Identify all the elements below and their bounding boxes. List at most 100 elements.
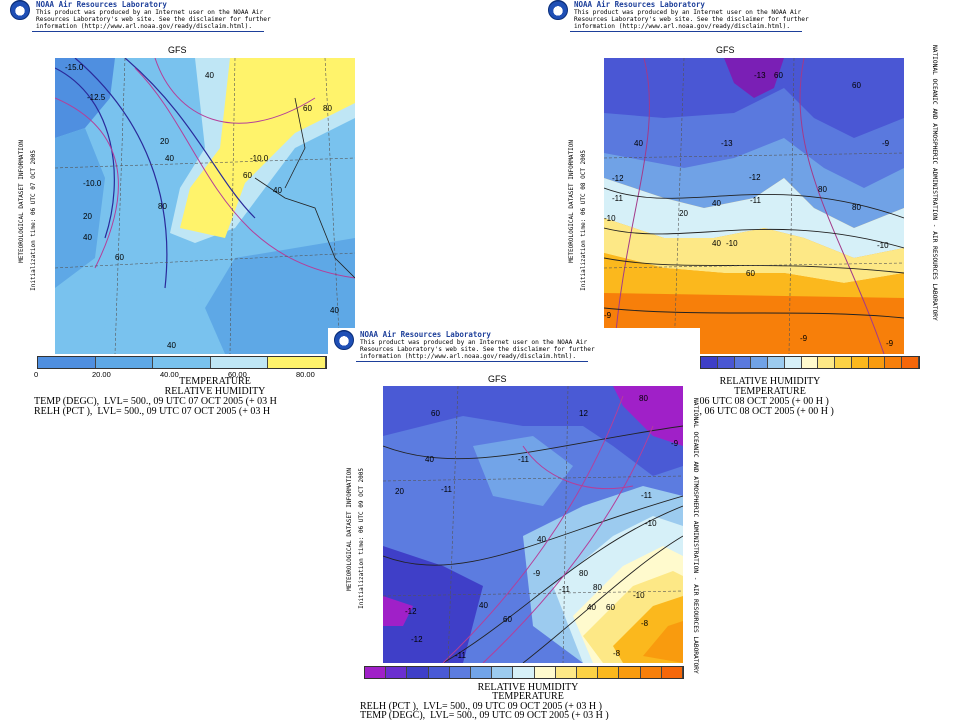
contour-label: 40 [165,154,174,163]
contour-label: -10 [645,519,657,528]
agency-label: NATIONAL OCEANIC AND ATMOSPHERIC ADMINIS… [692,398,699,674]
rh-temp-map: -13 60 40 -13 -12 -12 -11 -11 40 20 -10 … [604,58,904,354]
noaa-logo [10,0,30,20]
colorbar-swatch [801,357,819,368]
contour-label: 12 [579,409,588,418]
colorbar-swatch [868,357,886,368]
contour-label: -9 [882,139,890,148]
contour-label: -12 [749,173,761,182]
contour-label: -12.5 [87,93,106,102]
contour-label: -11 [518,455,530,464]
contour-label: -9 [671,439,679,448]
contour-label: -10.0 [250,154,269,163]
contour-label: -10.0 [83,179,102,188]
colorbar-swatch [365,667,387,678]
contour-label: -11 [750,196,762,205]
contour-label: -13 [721,139,733,148]
contour-label: 40 [425,455,434,464]
colorbar-tick: 0 [34,370,39,379]
colorbar-swatch [449,667,472,678]
contour-label: 20 [679,209,688,218]
contour-label: 80 [818,185,827,194]
header-line: Resources Laboratory's web site. See the… [36,16,271,24]
header-line: information (http://www.arl.noaa.gov/rea… [360,353,577,361]
contour-label: 40 [273,186,282,195]
contour-label: 40 [537,535,546,544]
contour-label: -10 [633,591,645,600]
rh-temp-map: -15.0 -12.5 -10.0 -10.0 20 40 60 80 40 6… [55,58,355,354]
colorbar-swatch [784,357,802,368]
dataset-info-label: METEOROLOGICAL DATASET INFORMATION [346,468,353,591]
contour-label: -11 [559,585,571,594]
colorbar-swatch [835,357,852,368]
colorbar-swatch [885,357,903,368]
contour-label: 60 [746,269,755,278]
header-block: NOAA Air Resources Laboratory This produ… [334,330,595,361]
agency-label: NATIONAL OCEANIC AND ATMOSPHERIC ADMINIS… [931,45,938,321]
header-line: This product was produced by an Internet… [574,9,802,16]
contour-label: -13 [754,71,766,80]
header-rule [570,31,802,32]
header-line: Resources Laboratory's web site. See the… [360,346,595,354]
header-block: NOAA Air Resources Laboratory This produ… [548,0,809,31]
legend-title: TEMPERATURE [179,376,251,387]
colorbar [700,356,920,369]
header-line: This product was produced by an Internet… [36,9,264,16]
contour-label: 60 [243,171,252,180]
model-label: GFS [168,45,187,55]
contour-label: -9 [800,334,808,343]
colorbar-swatch [701,357,718,368]
colorbar-swatch [598,667,620,678]
header-line: information (http://www.arl.noaa.gov/rea… [36,23,253,31]
contour-label: -10 [726,239,738,248]
contour-label: -9 [886,339,894,348]
colorbar-swatch [534,667,556,678]
contour-label: 20 [160,137,169,146]
contour-label: -12 [612,174,624,183]
colorbar-swatch [268,357,326,368]
contour-label: 60 [852,81,861,90]
contour-label: -12 [405,607,417,616]
colorbar-swatch [717,357,735,368]
colorbar-swatch [751,357,769,368]
header-line: information (http://www.arl.noaa.gov/rea… [574,23,791,31]
colorbar-swatch [153,357,211,368]
header-text: NOAA Air Resources Laboratory This produ… [36,0,271,31]
contour-label: 40 [587,603,596,612]
contour-label: 60 [431,409,440,418]
contour-label: 80 [852,203,861,212]
contour-label: -11 [641,491,653,500]
contour-label: 80 [593,583,602,592]
contour-label: -11 [441,485,453,494]
colorbar-swatch [471,667,493,678]
header-text: NOAA Air Resources Laboratory This produ… [360,330,595,361]
header-line: Resources Laboratory's web site. See the… [574,16,809,24]
legend-line: 0., 06 UTC 08 OCT 2005 (+ 00 H ) [692,406,834,417]
colorbar-swatch [492,667,514,678]
colorbar [364,666,684,679]
contour-label: 60 [115,253,124,262]
header-rule [32,31,264,32]
header-title: NOAA Air Resources Laboratory [574,0,705,9]
noaa-logo [548,0,568,20]
header-block: NOAA Air Resources Laboratory This produ… [10,0,271,31]
contour-label: 80 [579,569,588,578]
colorbar-swatch [640,667,662,678]
contour-label: 20 [83,212,92,221]
legend-line: TEMP (DEGC), LVL= 500., 09 UTC 07 OCT 20… [34,396,277,407]
contour-label: 60 [774,71,783,80]
colorbar-swatch [768,357,785,368]
dataset-info-label: METEOROLOGICAL DATASET INFORMATION [18,140,25,263]
contour-label: 20 [395,487,404,496]
dataset-info-label: METEOROLOGICAL DATASET INFORMATION [568,140,575,263]
map-panel-bottom: NOAA Air Resources Laboratory This produ… [328,328,700,720]
colorbar-swatch [95,357,154,368]
colorbar-swatch [577,667,599,678]
contour-label: 60 [606,603,615,612]
map-panel-left: NOAA Air Resources Laboratory This produ… [0,0,380,420]
contour-label: -15.0 [65,63,84,72]
contour-label: -11 [455,651,467,660]
legend-line: TEMP (DEGC), LVL= 500., 09 UTC 09 OCT 20… [360,710,609,720]
contour-label: 80 [158,202,167,211]
colorbar-swatch [407,667,429,678]
